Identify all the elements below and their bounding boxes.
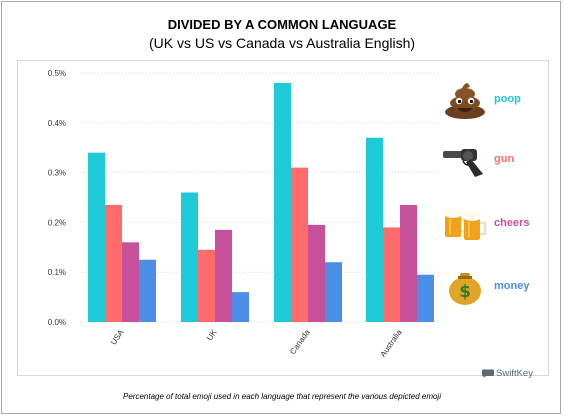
bar-poop-uk xyxy=(181,192,198,322)
y-tick-label: 0.4% xyxy=(48,119,66,128)
legend-label-gun: gun xyxy=(494,153,515,165)
legend-label-poop: poop xyxy=(494,93,521,105)
y-tick-label: 0.0% xyxy=(48,318,66,327)
bar-cheers-australia xyxy=(400,204,417,322)
x-tick-label: Canada xyxy=(288,328,312,357)
bar-money-canada xyxy=(325,262,342,322)
chart-subtitle: (UK vs US vs Canada vs Australia English… xyxy=(148,35,416,51)
brand-name: SwiftKey xyxy=(496,368,533,379)
bar-poop-canada xyxy=(274,82,291,323)
beer-mugs-emoji-icon xyxy=(443,208,487,240)
bar-money-usa xyxy=(139,259,156,322)
y-tick-label: 0.2% xyxy=(48,218,66,227)
bar-gun-canada xyxy=(291,167,308,322)
plot-frame xyxy=(17,60,549,376)
pistol-emoji-icon xyxy=(443,149,483,177)
svg-text:$: $ xyxy=(459,282,471,302)
chart-caption: Percentage of total emoji used in each l… xyxy=(123,392,441,401)
poop-emoji-icon xyxy=(445,83,485,119)
legend-label-cheers: cheers xyxy=(494,217,530,229)
legend-label-money: money xyxy=(494,280,530,292)
bar-money-australia xyxy=(417,274,434,322)
y-tick-label: 0.1% xyxy=(48,268,66,277)
bar-gun-australia xyxy=(383,227,400,322)
money-bag-emoji-icon: $ xyxy=(449,273,481,305)
x-tick-label: UK xyxy=(205,327,219,342)
bar-poop-usa xyxy=(88,152,105,322)
chart-title: DIVIDED BY A COMMON LANGUAGE xyxy=(167,17,397,32)
swiftkey-bubble-icon xyxy=(482,369,494,378)
y-tick-label: 0.3% xyxy=(48,169,66,178)
bar-money-uk xyxy=(232,292,249,322)
bar-cheers-usa xyxy=(122,242,139,322)
x-tick-label: Australia xyxy=(378,328,404,359)
x-tick-label: USA xyxy=(109,327,126,346)
bar-cheers-canada xyxy=(308,224,325,322)
bar-gun-uk xyxy=(198,249,215,322)
bar-poop-australia xyxy=(366,137,383,322)
y-tick-label: 0.5% xyxy=(48,69,66,78)
bar-gun-usa xyxy=(105,204,122,322)
bar-cheers-uk xyxy=(215,229,232,322)
